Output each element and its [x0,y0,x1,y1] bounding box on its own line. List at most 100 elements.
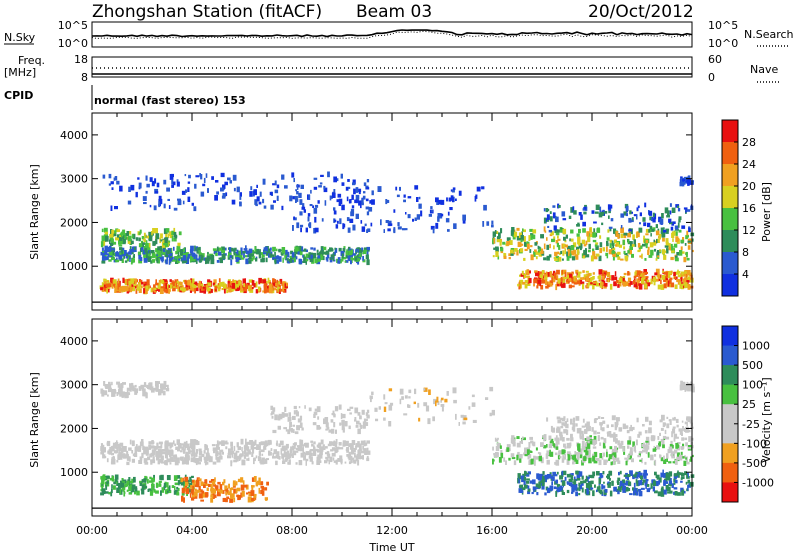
heatmap-cell [645,276,649,279]
heatmap-cell [609,283,613,290]
heatmap-cell [581,475,584,480]
heatmap-cell [210,254,215,261]
heatmap-cell [458,422,460,426]
heatmap-cell [336,220,339,224]
heatmap-cell [499,239,502,246]
heatmap-cell [471,394,475,398]
heatmap-cell [570,437,574,442]
heatmap-cell [284,459,288,462]
heatmap-cell [354,254,356,260]
heatmap-cell [552,231,554,236]
heatmap-cell [679,285,683,289]
heatmap-cell [352,253,356,256]
heatmap-cell [609,490,613,497]
heatmap-cell [558,245,561,250]
heatmap-cell [269,191,273,196]
heatmap-cell [618,277,623,282]
heatmap-cell [685,270,689,275]
heatmap-cell [266,481,269,486]
heatmap-cell [529,454,532,458]
heatmap-cell [196,449,199,454]
heatmap-cell [539,283,542,287]
heatmap-cell [271,411,275,415]
heatmap-cell [111,281,114,287]
heatmap-cell [654,454,657,457]
power-ylabel: Slant Range [km] [28,164,41,260]
heatmap-cell [554,474,558,477]
heatmap-cell [660,227,664,233]
heatmap-cell [585,248,587,254]
heatmap-cell [637,270,641,276]
heatmap-cell [106,481,109,484]
heatmap-cell [177,287,182,292]
heatmap-cell [272,452,275,459]
heatmap-cell [171,485,174,488]
heatmap-cell [191,202,194,206]
heatmap-cell [102,252,106,258]
heatmap-cell [332,457,335,461]
heatmap-cell [169,445,172,449]
heatmap-cell [313,446,316,451]
heatmap-cell [503,457,506,462]
heatmap-cell [566,482,570,485]
heatmap-cell [121,478,124,483]
heatmap-cell [582,228,586,233]
heatmap-cell [211,444,216,447]
heatmap-cell [175,259,179,264]
heatmap-cell [342,248,346,253]
heatmap-cell [687,240,691,243]
heatmap-cell [130,484,132,488]
heatmap-cell [546,487,551,494]
heatmap-cell [122,277,125,283]
heatmap-cell [582,256,585,259]
heatmap-cell [662,250,667,253]
heatmap-cell [114,206,118,210]
heatmap-cell [545,285,549,289]
heatmap-cell [223,184,226,189]
heatmap-cell [326,457,329,462]
heatmap-cell [562,269,567,275]
heatmap-cell [236,249,239,255]
heatmap-cell [214,477,216,482]
heatmap-cell [135,284,139,288]
heatmap-cell [143,232,146,238]
heatmap-cell [532,234,536,240]
heatmap-cell [438,199,442,205]
heatmap-cell [327,453,331,459]
heatmap-cell [346,447,350,451]
heatmap-cell [574,459,577,462]
heatmap-cell [599,235,602,239]
heatmap-cell [129,285,134,290]
heatmap-cell [172,259,177,262]
heatmap-cell [688,483,691,488]
nsky-label: N.Sky [4,31,36,44]
heatmap-cell [590,480,594,484]
heatmap-cell [588,437,592,440]
heatmap-cell [173,207,178,211]
heatmap-cell [555,479,558,484]
nave-tick-bottom: 0 [708,71,715,84]
heatmap-cell [378,406,381,410]
heatmap-cell [316,460,321,465]
heatmap-cell [385,199,390,203]
heatmap-cell [183,497,185,503]
heatmap-cell [216,456,220,462]
heatmap-cell [437,216,440,222]
heatmap-cell [289,255,294,259]
heatmap-cell [141,245,144,252]
heatmap-cell [133,283,136,288]
heatmap-cell [626,205,629,212]
heatmap-cell [254,493,257,496]
heatmap-cell [632,476,635,480]
heatmap-cell [210,497,214,503]
heatmap-cell [648,210,653,216]
heatmap-cell [134,384,137,388]
heatmap-cell [687,484,689,491]
heatmap-cell [126,392,129,398]
heatmap-cell [541,479,545,482]
heatmap-cell [145,392,148,399]
heatmap-cell [245,258,249,265]
heatmap-cell [160,455,164,461]
heatmap-cell [287,251,290,258]
heatmap-cell [652,448,657,452]
